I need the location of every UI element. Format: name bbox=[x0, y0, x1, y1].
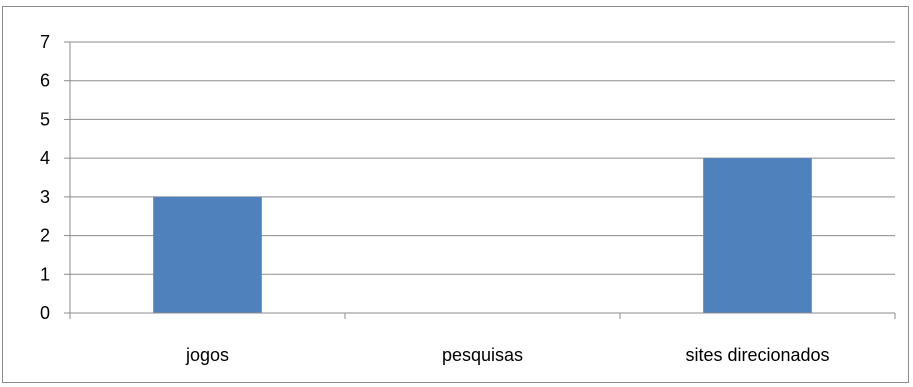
y-tick-label: 6 bbox=[40, 71, 50, 91]
bar-sites-direcionados bbox=[703, 158, 812, 313]
y-tick-label: 5 bbox=[40, 109, 50, 129]
y-tick-label: 2 bbox=[40, 226, 50, 246]
x-category-label: sites direcionados bbox=[685, 345, 829, 365]
y-tick-label: 3 bbox=[40, 187, 50, 207]
y-tick-labels: 0 1 2 3 4 5 6 7 bbox=[40, 32, 50, 323]
x-category-label: pesquisas bbox=[442, 345, 523, 365]
bar-jogos bbox=[153, 196, 262, 313]
y-tick-label: 7 bbox=[40, 32, 50, 52]
axes bbox=[64, 41, 896, 319]
x-category-labels: jogos pesquisas sites direcionados bbox=[185, 345, 830, 365]
x-category-label: jogos bbox=[185, 345, 229, 365]
y-tick-label: 1 bbox=[40, 264, 50, 284]
bars bbox=[153, 158, 812, 313]
y-tick-label: 0 bbox=[40, 303, 50, 323]
y-tick-label: 4 bbox=[40, 148, 50, 168]
